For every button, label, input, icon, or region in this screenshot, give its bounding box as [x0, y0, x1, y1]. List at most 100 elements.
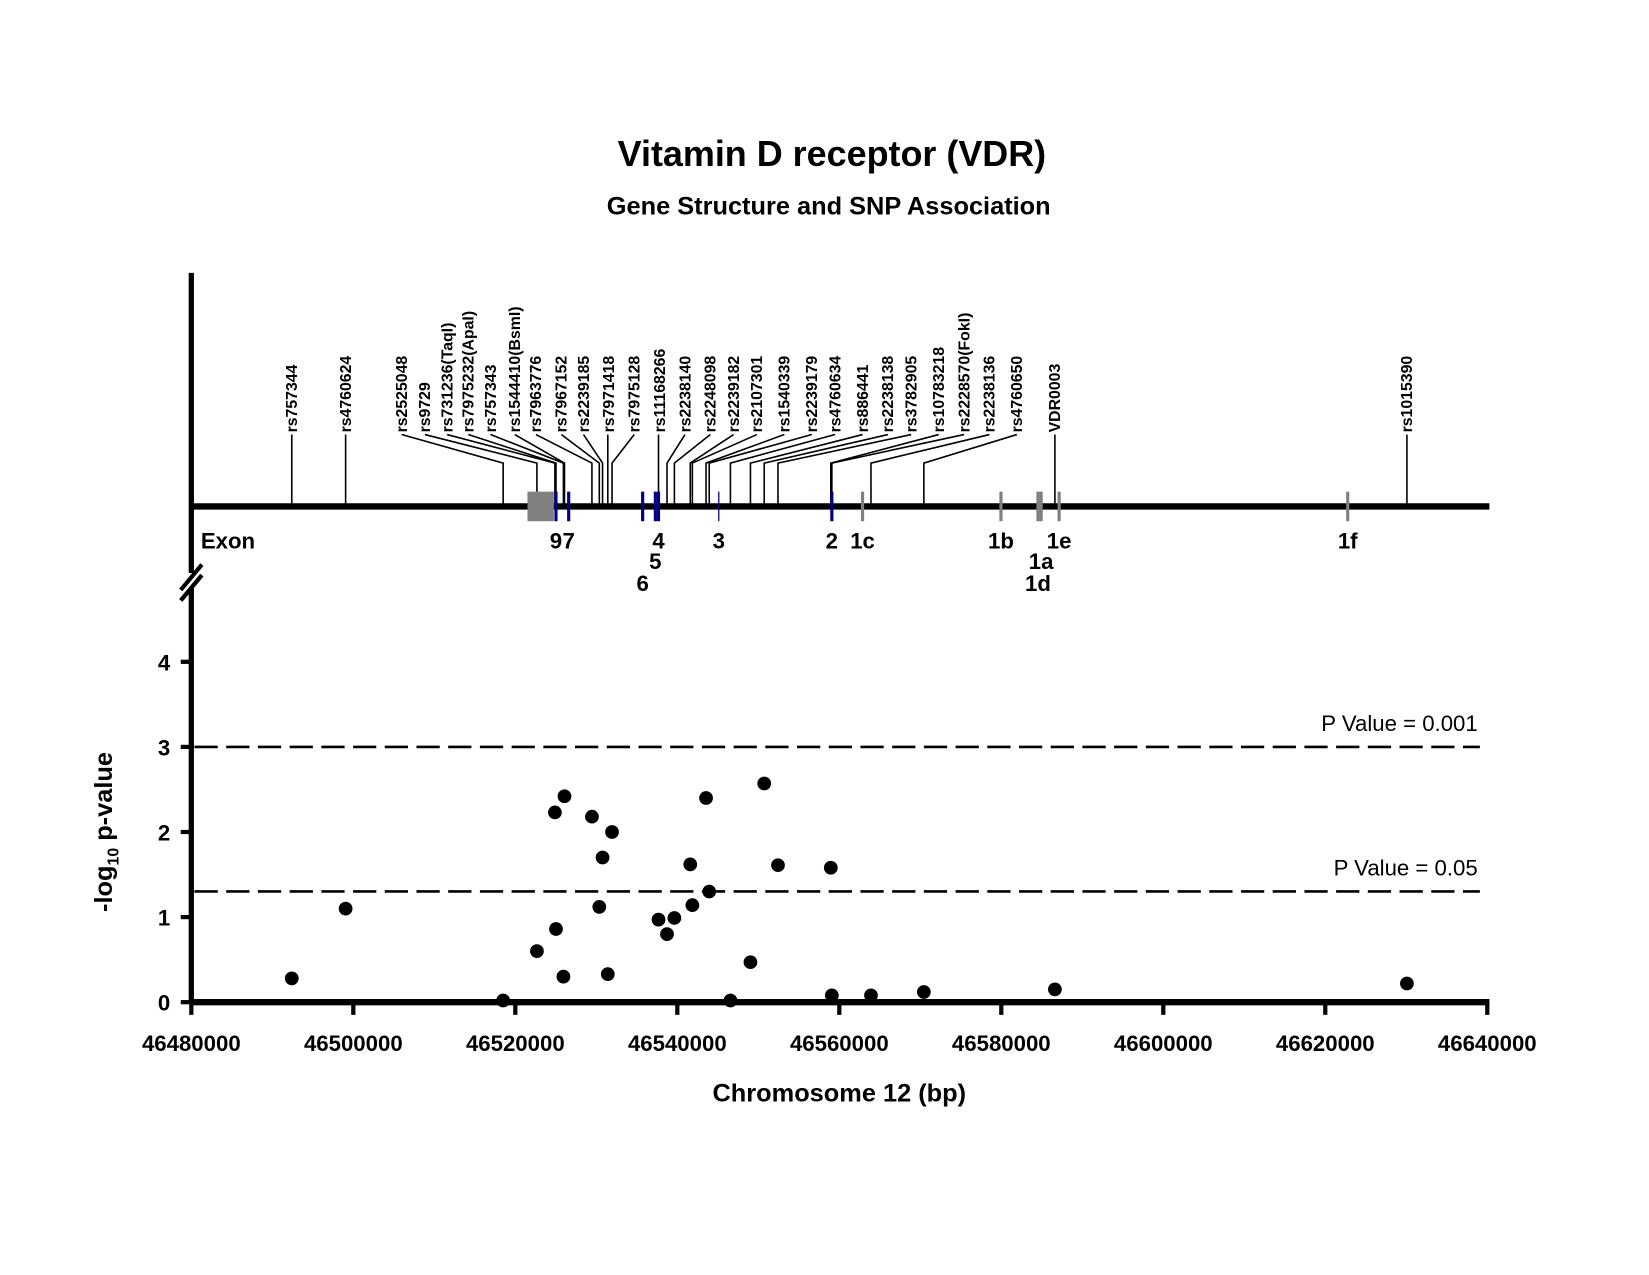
- exon-label: 5: [649, 549, 661, 574]
- axis-ticks: 46480000 46500000 46520000 46540000 46560000…: [142, 650, 1537, 1056]
- exon-label: 7: [563, 529, 575, 554]
- snp-label: rs2238140: [677, 356, 694, 433]
- x-tick-label: 46600000: [1114, 1031, 1213, 1056]
- snp-label: rs731236(TaqI): [439, 323, 456, 433]
- snp-label: rs757343: [483, 364, 500, 432]
- snp-connector: [708, 433, 813, 507]
- data-point: [1400, 976, 1414, 991]
- data-point: [723, 993, 738, 1008]
- exon-label: 6: [636, 571, 648, 596]
- snp-label: rs7975128: [627, 356, 644, 433]
- data-point: [864, 988, 878, 1003]
- snp-label: rs10783218: [931, 347, 948, 433]
- snp-connector: [535, 433, 593, 507]
- snp-connector: [729, 433, 836, 507]
- snp-connectors: rs757344 rs4760624 rs2525048 rs9729 rs731236…: [284, 306, 1416, 507]
- data-point: [338, 901, 353, 916]
- threshold-label: P Value = 0.001: [1321, 711, 1477, 736]
- snp-connector: [689, 433, 735, 507]
- snp-label: rs7963776: [528, 356, 545, 433]
- snp-label: VDR0003: [1047, 364, 1064, 433]
- exon-label: 1a: [1029, 549, 1054, 574]
- data-point: [660, 927, 674, 941]
- data-point: [699, 791, 713, 805]
- snp-label: rs9729: [417, 382, 434, 432]
- data-point: [496, 993, 511, 1008]
- snp-label: rs2107301: [749, 356, 766, 433]
- exon-label: 1f: [1338, 529, 1358, 554]
- snp-label: rs886441: [855, 364, 872, 432]
- exon-label: 1d: [1025, 571, 1051, 596]
- exon-label: 3: [713, 529, 725, 554]
- x-tick-label: 46520000: [466, 1031, 565, 1056]
- snp-connector: [514, 433, 566, 507]
- data-point: [548, 805, 562, 820]
- data-point: [916, 985, 931, 999]
- snp-connector: [560, 433, 601, 507]
- data-point: [771, 858, 785, 873]
- snp-label: rs4760650: [1009, 356, 1026, 433]
- data-point: [702, 884, 717, 899]
- data-point: [757, 776, 772, 791]
- x-tick-label: 46620000: [1276, 1031, 1375, 1056]
- snp-connector: [870, 433, 990, 507]
- snp-connector: [691, 433, 758, 507]
- snp-label: rs2228570(FokI): [956, 313, 973, 433]
- snp-connector: [705, 433, 785, 507]
- y-tick-label: 4: [158, 650, 171, 675]
- data-point: [549, 922, 563, 936]
- data-point: [1048, 982, 1062, 997]
- snp-label: rs2248098: [703, 356, 720, 433]
- snp-connector: [777, 433, 912, 507]
- snp-label: rs2239185: [576, 356, 593, 433]
- snp-label: rs2239182: [726, 356, 743, 433]
- exon-track-label: Exon: [201, 529, 255, 554]
- snp-label: rs2239179: [804, 356, 821, 433]
- exon-label: 4: [652, 529, 665, 554]
- x-tick-label: 46560000: [790, 1031, 889, 1056]
- data-point: [600, 967, 615, 981]
- exon-label: 1e: [1047, 529, 1072, 554]
- exon-label: 1c: [850, 529, 875, 554]
- snp-label: rs1015390: [1399, 356, 1416, 433]
- threshold-label: P Value = 0.05: [1334, 856, 1478, 881]
- x-axis-title: Chromosome 12 (bp): [712, 1080, 966, 1108]
- exon-block: [527, 491, 554, 522]
- data-point: [284, 971, 299, 986]
- snp-connector: [673, 433, 711, 507]
- exon-label: 1b: [988, 529, 1014, 554]
- axis-break-icon: [179, 563, 204, 602]
- data-point: [595, 850, 610, 865]
- data-point: [683, 857, 698, 872]
- data-point: [823, 860, 838, 875]
- data-point: [556, 969, 571, 984]
- data-point: [530, 944, 544, 958]
- snp-label: rs1544410(BsmI): [507, 306, 524, 432]
- data-point: [824, 988, 839, 1003]
- y-tick-label: 2: [158, 820, 170, 845]
- data-point: [685, 898, 700, 913]
- data-point: [585, 809, 599, 824]
- snp-label: rs1540339: [777, 356, 794, 433]
- snp-label: rs7975232(ApaI): [461, 311, 478, 433]
- y-tick-label: 3: [158, 735, 170, 760]
- snp-label: rs2238136: [982, 356, 999, 433]
- data-point: [592, 900, 607, 914]
- chart-subtitle: Gene Structure and SNP Association: [607, 193, 1051, 221]
- data-point: [743, 955, 758, 970]
- snp-label: rs2525048: [394, 356, 411, 433]
- snp-label: rs2238138: [880, 356, 897, 433]
- snp-label: rs4760624: [338, 356, 355, 433]
- x-tick-label: 46480000: [142, 1031, 241, 1056]
- snp-connector: [611, 434, 635, 507]
- exon-label: 2: [826, 529, 838, 554]
- data-point: [557, 789, 572, 804]
- data-point: [605, 825, 619, 839]
- exon-label: 9: [550, 529, 562, 554]
- snp-label: rs3782905: [903, 356, 920, 433]
- snp-label: rs7971418: [601, 356, 618, 433]
- chart-title: Vitamin D receptor (VDR): [618, 133, 1046, 174]
- x-tick-label: 46540000: [628, 1031, 727, 1056]
